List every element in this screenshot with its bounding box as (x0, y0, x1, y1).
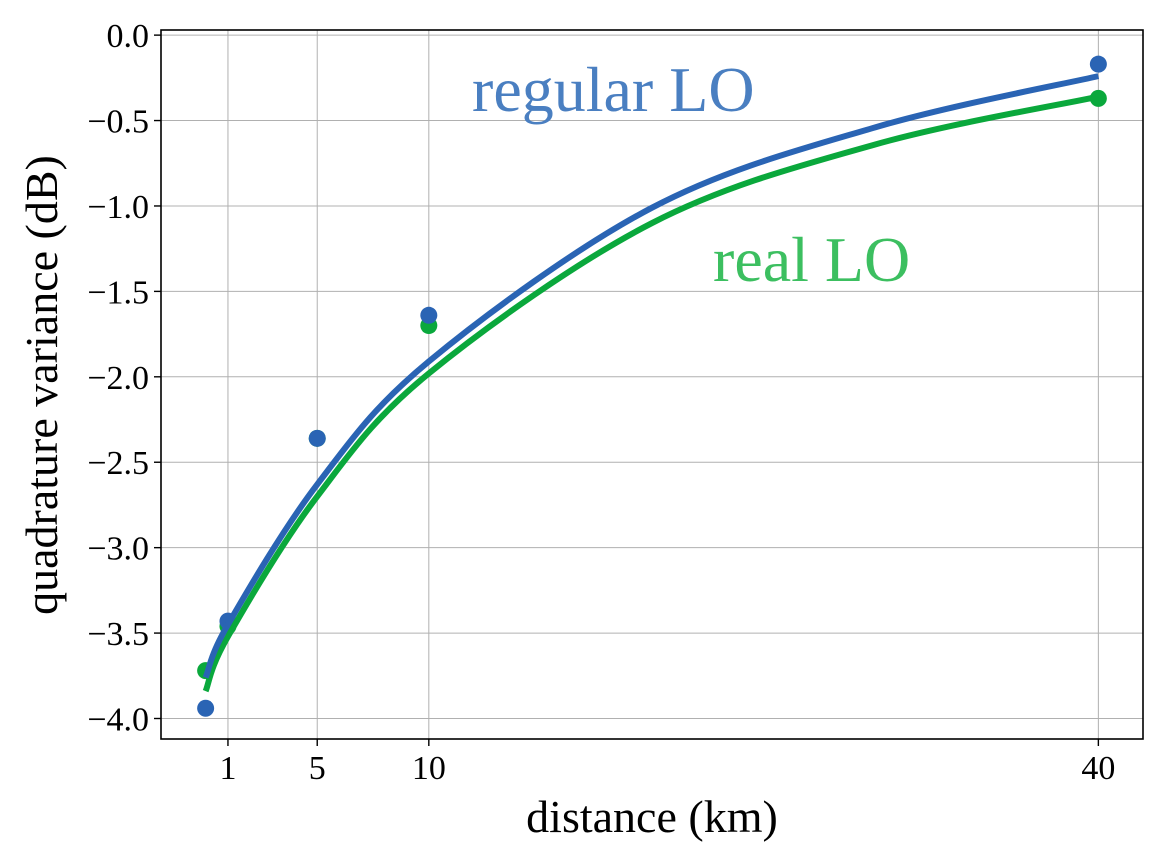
data-point-regular-lo (197, 699, 215, 717)
y-axis-title: quadrature variance (dB) (16, 155, 67, 615)
grid (161, 30, 1143, 739)
x-tick-label: 40 (1081, 750, 1115, 787)
y-tick-label: −2.0 (87, 360, 149, 397)
series-label-regular-lo: regular LO (472, 54, 755, 125)
y-tick-label: 0.0 (107, 18, 150, 55)
x-axis-title: distance (km) (526, 791, 778, 842)
y-tick-label: −3.5 (87, 616, 149, 653)
data-point-regular-lo (1089, 55, 1107, 73)
y-tick-label: −1.5 (87, 274, 149, 311)
y-tick-label: −2.5 (87, 445, 149, 482)
x-axis: 1 5 10 40 (219, 739, 1115, 787)
x-tick-label: 1 (219, 750, 236, 787)
x-tick-label: 10 (412, 750, 446, 787)
x-tick-label: 5 (309, 750, 326, 787)
fit-line-regular-lo (202, 73, 1100, 679)
y-tick-label: −0.5 (87, 104, 149, 141)
data-point-regular-lo (420, 306, 438, 324)
fit-line-real-lo (202, 93, 1099, 693)
y-tick-label: −4.0 (87, 701, 149, 738)
y-tick-label: −3.0 (87, 531, 149, 568)
data-point-regular-lo (308, 429, 326, 447)
series-layer (197, 55, 1107, 717)
series-label-real-lo: real LO (713, 224, 910, 295)
plot-frame (160, 29, 1144, 740)
y-tick-label: −1.0 (87, 189, 149, 226)
y-axis: 0.0 −0.5 −1.0 −1.5 −2.0 −2.5 −3.0 −3.5 −4.0 (87, 18, 161, 738)
